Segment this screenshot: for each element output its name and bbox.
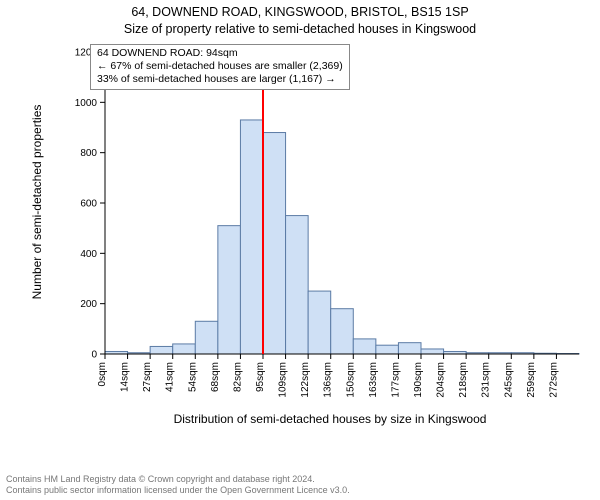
x-tick-label: 82sqm: [232, 362, 243, 392]
y-axis-label: Number of semi-detached properties: [30, 72, 44, 332]
x-tick-label: 0sqm: [97, 362, 108, 386]
chart-titles: 64, DOWNEND ROAD, KINGSWOOD, BRISTOL, BS…: [0, 4, 600, 38]
y-tick-label: 200: [80, 299, 97, 310]
y-tick-label: 400: [80, 249, 97, 260]
x-tick-label: 231sqm: [481, 362, 492, 398]
disclaimer-line-2: Contains public sector information licen…: [6, 485, 350, 496]
x-tick-label: 27sqm: [142, 362, 153, 392]
x-tick-label: 272sqm: [548, 362, 559, 398]
x-tick-label: 136sqm: [323, 362, 334, 398]
y-tick-label: 600: [80, 199, 97, 210]
x-tick-label: 259sqm: [526, 362, 537, 398]
x-tick-label: 218sqm: [458, 362, 469, 398]
disclaimer-line-1: Contains HM Land Registry data © Crown c…: [6, 474, 350, 485]
annotation-box: 64 DOWNEND ROAD: 94sqm ← 67% of semi-det…: [90, 44, 350, 90]
disclaimer: Contains HM Land Registry data © Crown c…: [6, 474, 350, 497]
x-tick-label: 177sqm: [390, 362, 401, 398]
title-line-1: 64, DOWNEND ROAD, KINGSWOOD, BRISTOL, BS…: [0, 4, 600, 21]
x-tick-label: 54sqm: [187, 362, 198, 392]
y-tick-label: 800: [80, 148, 97, 159]
annotation-line-3: 33% of semi-detached houses are larger (…: [97, 73, 343, 86]
x-axis-label: Distribution of semi-detached houses by …: [75, 412, 585, 426]
x-tick-label: 68sqm: [210, 362, 221, 392]
histogram-plot: 0200400600800100012000sqm14sqm27sqm41sqm…: [75, 44, 585, 414]
x-tick-label: 122sqm: [300, 362, 311, 398]
x-tick-label: 190sqm: [413, 362, 424, 398]
x-tick-label: 41sqm: [165, 362, 176, 392]
annotation-line-2: ← 67% of semi-detached houses are smalle…: [97, 60, 343, 73]
x-tick-label: 204sqm: [436, 362, 447, 398]
x-tick-label: 109sqm: [278, 362, 289, 398]
title-line-2: Size of property relative to semi-detach…: [0, 21, 600, 38]
y-tick-label: 0: [91, 350, 97, 361]
x-tick-label: 150sqm: [345, 362, 356, 398]
x-tick-label: 245sqm: [503, 362, 514, 398]
annotation-line-1: 64 DOWNEND ROAD: 94sqm: [97, 47, 343, 60]
x-tick-label: 95sqm: [255, 362, 266, 392]
y-tick-label: 1000: [75, 98, 97, 109]
x-tick-label: 14sqm: [120, 362, 131, 392]
x-tick-label: 163sqm: [368, 362, 379, 398]
